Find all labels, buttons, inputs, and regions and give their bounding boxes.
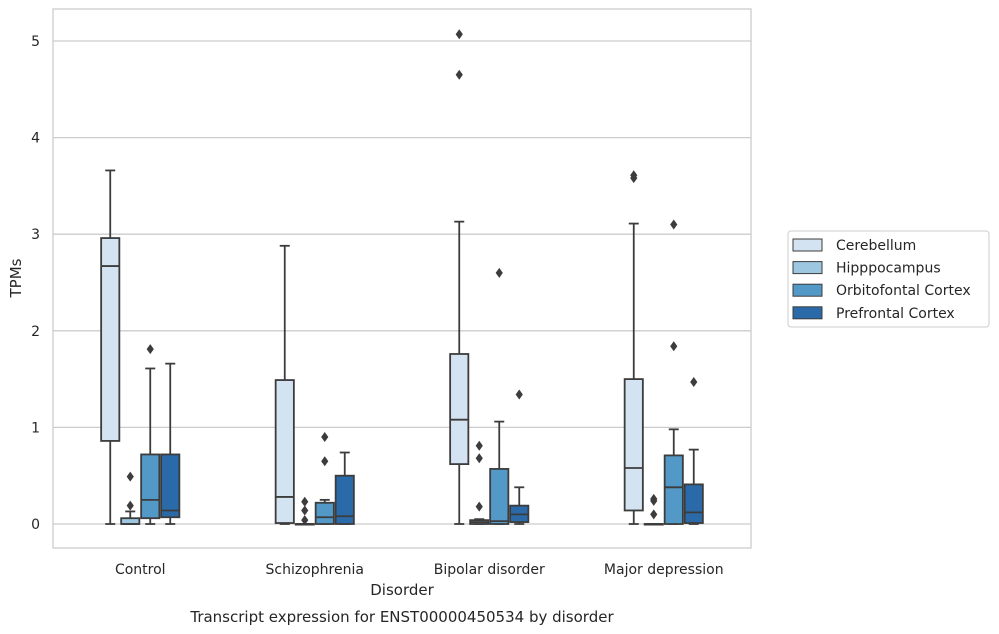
y-tick-label: 2 (31, 324, 40, 340)
box-3-2 (663, 219, 684, 525)
box-body (663, 454, 684, 525)
box-3-1 (643, 493, 664, 526)
outlier-point (321, 432, 329, 443)
outlier-point (475, 440, 483, 451)
legend-label: Cerebellum (836, 238, 916, 254)
outlier-point (495, 267, 503, 278)
box-body (449, 353, 470, 466)
box-body (623, 378, 644, 512)
box-2-3 (509, 389, 530, 525)
outlier-point (650, 493, 658, 504)
box-1-0 (274, 244, 295, 525)
box-0-0 (100, 169, 121, 525)
box-1-2 (314, 432, 335, 525)
outlier-point (126, 500, 134, 511)
plot-frame (52, 8, 752, 549)
outlier-point (455, 69, 463, 80)
outlier-point (455, 29, 463, 40)
y-tick-label: 0 (31, 517, 40, 533)
box-body (140, 453, 161, 520)
outlier-point (475, 501, 483, 512)
legend-swatch (792, 283, 823, 297)
legend-swatch (792, 238, 823, 252)
legend-label: Orbitofontal Cortex (836, 283, 971, 299)
outlier-point (321, 456, 329, 467)
x-tick-label: Schizophrenia (266, 562, 364, 578)
outlier-point (301, 515, 309, 526)
box-body (489, 468, 510, 525)
outlier-point (301, 505, 309, 516)
legend-label: Hipppocampus (836, 261, 941, 277)
box-body (100, 237, 121, 442)
outlier-point (126, 471, 134, 482)
x-tick-label: Bipolar disorder (434, 562, 545, 578)
y-axis-label: TPMs (7, 258, 25, 298)
legend-swatch (792, 306, 823, 320)
box-body (683, 483, 704, 524)
y-tick-label: 1 (31, 420, 40, 436)
legend-swatch (792, 261, 823, 275)
y-tick-label: 5 (31, 34, 40, 50)
box-3-0 (623, 170, 644, 525)
outlier-point (650, 509, 658, 520)
box-0-1 (120, 471, 141, 525)
x-axis-label: Disorder (370, 581, 434, 599)
box-1-3 (334, 451, 355, 525)
outlier-point (690, 376, 698, 387)
y-tick-labels: 0 1 2 3 4 5 (31, 34, 40, 533)
box-body (334, 474, 355, 525)
gridlines (53, 40, 751, 525)
box-2-2 (489, 267, 510, 525)
outlier-point (630, 170, 638, 181)
chart-caption: Transcript expression for ENST0000045053… (189, 608, 614, 626)
box-body (274, 379, 295, 524)
box-body (160, 453, 181, 519)
x-tick-labels: Control Schizophrenia Bipolar disorder Majo… (115, 562, 724, 578)
legend-frame (787, 230, 990, 328)
box-series (100, 29, 704, 526)
box-2-0 (449, 29, 470, 525)
box-3-3 (683, 376, 704, 525)
y-tick-label: 4 (31, 131, 40, 147)
box-1-1 (294, 496, 315, 526)
outlier-point (146, 344, 154, 355)
x-tick-label: Control (115, 562, 166, 578)
y-tick-label: 3 (31, 227, 40, 243)
outlier-point (475, 453, 483, 464)
legend-label: Prefrontal Cortex (836, 306, 955, 322)
box-body (314, 501, 335, 525)
box-2-1 (469, 440, 490, 525)
outlier-point (515, 389, 523, 400)
box-0-2 (140, 344, 161, 525)
box-0-3 (160, 362, 181, 525)
legend: Cerebellum Hipppocampus Orbitofontal Corte… (787, 230, 990, 328)
outlier-point (670, 341, 678, 352)
outlier-point (670, 219, 678, 230)
outlier-point (301, 496, 309, 507)
x-tick-label: Major depression (604, 562, 724, 578)
